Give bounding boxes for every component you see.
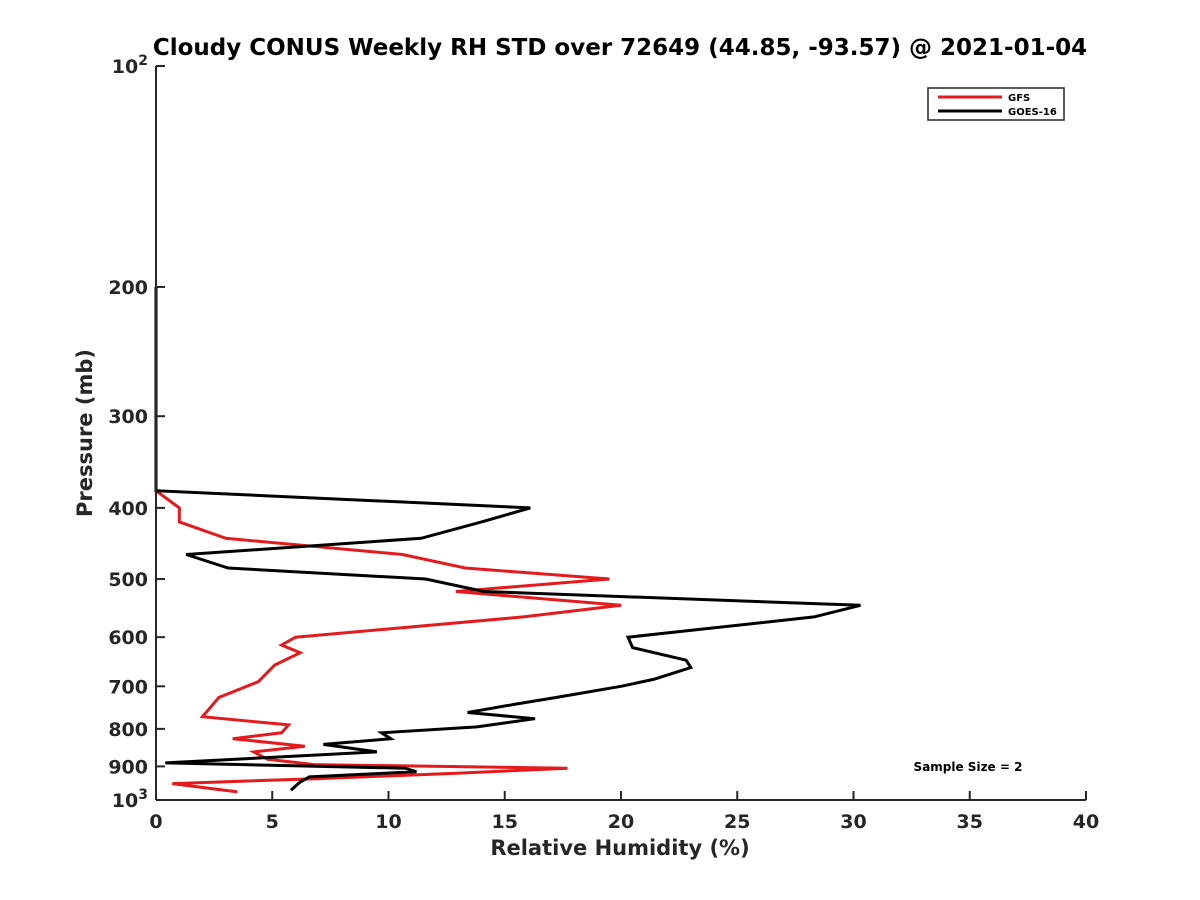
plot-area: 0 5 10 15 20 25 30 35 40 102 200 300 400 500 600 700 800…: [108, 53, 1099, 833]
y-tick-label: 600: [108, 627, 148, 649]
y-tick-label: 102: [112, 53, 148, 78]
x-tick-label: 10: [375, 811, 401, 833]
series-line-goes-16: [154, 287, 861, 792]
y-tick-label: 800: [108, 719, 148, 741]
x-tick-label: 20: [608, 811, 634, 833]
y-tick-label: 400: [108, 498, 148, 520]
x-tick-label: 30: [840, 811, 866, 833]
legend: GFS GOES-16: [927, 87, 1065, 121]
legend-box: [927, 87, 1065, 121]
x-tick-label: 35: [957, 811, 983, 833]
y-tick-label: 700: [108, 676, 148, 698]
x-tick-label: 40: [1073, 811, 1099, 833]
y-tick-label: 300: [108, 406, 148, 428]
y-axis-label: Pressure (mb): [73, 349, 97, 517]
x-tick-label: 25: [724, 811, 750, 833]
y-tick-label: 103: [112, 787, 148, 812]
x-tick-label: 0: [149, 811, 162, 833]
x-axis-label: Relative Humidity (%): [490, 836, 749, 860]
legend-label-goes-16: GOES-16: [1008, 107, 1057, 118]
x-tick-label: 15: [492, 811, 518, 833]
y-tick-label: 900: [108, 756, 148, 778]
x-tick-label: 5: [266, 811, 279, 833]
legend-label-gfs: GFS: [1008, 93, 1030, 104]
y-tick-label: 200: [108, 277, 148, 299]
sample-size-annotation: Sample Size = 2: [914, 760, 1023, 774]
y-tick-label: 500: [108, 569, 148, 591]
series-line-gfs: [154, 287, 622, 794]
chart-title: Cloudy CONUS Weekly RH STD over 72649 (4…: [153, 35, 1087, 61]
